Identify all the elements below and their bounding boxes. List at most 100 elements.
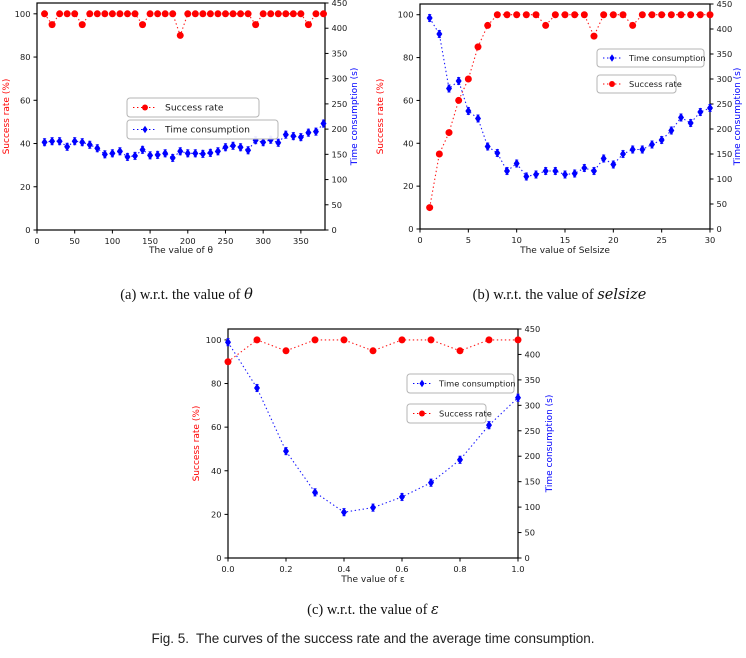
svg-text:40: 40 xyxy=(20,139,31,149)
svg-text:450: 450 xyxy=(525,324,541,334)
x-axis: 0 5 10 15 20 25 30 The value of Selsize xyxy=(417,229,715,256)
svg-text:200: 200 xyxy=(180,236,196,246)
svg-text:350: 350 xyxy=(332,48,348,58)
y-axis-left-label: Success rate (%) xyxy=(376,79,386,155)
svg-text:450: 450 xyxy=(717,0,733,9)
series-time xyxy=(41,119,327,163)
series-success xyxy=(41,10,327,39)
svg-text:100: 100 xyxy=(15,9,31,19)
x-axis: 0.0 0.2 0.4 0.6 0.8 1.0 The value of ε xyxy=(221,558,525,585)
svg-text:10: 10 xyxy=(511,235,522,245)
svg-text:250: 250 xyxy=(332,99,348,109)
svg-text:0.6: 0.6 xyxy=(395,564,408,574)
legend-label-time: Time consumption xyxy=(164,125,250,136)
y-axis-right-label: Time consumption (s) xyxy=(733,68,743,167)
svg-text:60: 60 xyxy=(211,422,222,432)
series-success xyxy=(224,336,522,366)
svg-text:50: 50 xyxy=(717,199,728,209)
x-axis-label: The value of θ xyxy=(148,246,214,256)
svg-text:60: 60 xyxy=(403,95,414,105)
svg-text:150: 150 xyxy=(717,149,733,159)
svg-text:250: 250 xyxy=(525,426,541,436)
svg-text:100: 100 xyxy=(525,502,541,512)
chart-canvas-c: 0.0 0.2 0.4 0.6 0.8 1.0 The value of ε 0 20 40 60 8… xyxy=(192,324,555,585)
y-axis-left: 0 20 40 60 80 100 Success rate (%) xyxy=(2,9,37,235)
legend-label-success: Success rate xyxy=(165,103,224,114)
svg-text:250: 250 xyxy=(218,236,234,246)
chart-theta: 0 50 100 150 200 250 300 350 The value of θ 0 20 40… xyxy=(0,0,373,265)
svg-text:0.8: 0.8 xyxy=(453,564,466,574)
caption-b-term: selsize xyxy=(597,287,647,303)
svg-text:100: 100 xyxy=(717,174,733,184)
legend-label-time: Time consumption xyxy=(628,53,706,63)
svg-text:400: 400 xyxy=(525,349,541,359)
series-success xyxy=(426,11,714,212)
svg-text:0: 0 xyxy=(408,224,413,234)
plot-frame xyxy=(227,328,519,559)
plot-frame xyxy=(419,3,711,230)
svg-text:50: 50 xyxy=(332,200,343,210)
svg-text:5: 5 xyxy=(466,235,471,245)
x-axis-label: The value of ε xyxy=(340,575,405,585)
chart-canvas-b: 0 5 10 15 20 25 30 The value of Selsize 0 20 40 60 8… xyxy=(376,0,743,256)
y-axis-right: 0 50 100 150 200 250 300 350 400 450 Time consumpt… xyxy=(710,0,743,234)
legend-box-time xyxy=(596,48,705,68)
chart-selsize: 0 5 10 15 20 25 30 The value of Selsize 0 20 40 60 8… xyxy=(373,0,746,265)
svg-text:100: 100 xyxy=(398,10,414,20)
svg-text:80: 80 xyxy=(20,52,31,62)
caption-a-text: (a) w.r.t. the value of xyxy=(120,287,245,303)
caption-a-term: θ xyxy=(244,287,253,303)
svg-text:0.4: 0.4 xyxy=(337,564,350,574)
x-axis: 0 50 100 150 200 250 300 350 The value of θ xyxy=(34,230,309,256)
caption-c: (c) w.r.t. the value of ε xyxy=(0,602,746,619)
svg-text:20: 20 xyxy=(403,181,414,191)
svg-text:0: 0 xyxy=(332,225,337,235)
svg-text:100: 100 xyxy=(104,236,120,246)
svg-text:0: 0 xyxy=(34,236,39,246)
svg-text:20: 20 xyxy=(20,182,31,192)
svg-text:400: 400 xyxy=(717,24,733,34)
svg-text:300: 300 xyxy=(717,74,733,84)
legend-box-time xyxy=(126,119,279,140)
figure-caption-text: The curves of the success rate and the a… xyxy=(196,631,595,646)
chart-epsilon: 0.0 0.2 0.4 0.6 0.8 1.0 The value of ε 0 20 40 60 8… xyxy=(180,310,570,590)
y-axis-left-label: Success rate (%) xyxy=(2,79,12,155)
legend: Time consumption Success rate xyxy=(406,373,516,424)
legend: Success rate Time consumption xyxy=(126,97,279,140)
svg-text:100: 100 xyxy=(332,175,348,185)
svg-text:300: 300 xyxy=(255,236,271,246)
caption-b: (b) w.r.t. the value of selsize xyxy=(373,287,746,304)
svg-text:0.0: 0.0 xyxy=(221,564,234,574)
svg-text:300: 300 xyxy=(525,400,541,410)
svg-text:0: 0 xyxy=(525,553,530,563)
svg-text:150: 150 xyxy=(525,477,541,487)
y-axis-right: 0 50 100 150 200 250 300 350 400 450 Time consumpt… xyxy=(325,0,360,235)
caption-b-text: (b) w.r.t. the value of xyxy=(472,287,598,303)
caption-c-text: (c) w.r.t. the value of xyxy=(307,602,432,618)
legend-box-time xyxy=(406,373,515,394)
figure-caption-label: Fig. 5. xyxy=(151,631,190,646)
legend-box-success xyxy=(126,97,260,118)
svg-text:150: 150 xyxy=(332,149,348,159)
svg-text:15: 15 xyxy=(560,235,571,245)
svg-text:25: 25 xyxy=(656,235,667,245)
svg-text:80: 80 xyxy=(211,379,222,389)
legend-label-success: Success rate xyxy=(629,79,682,89)
svg-text:0: 0 xyxy=(25,225,30,235)
x-axis-label: The value of Selsize xyxy=(519,246,610,256)
legend-box-success xyxy=(406,403,487,424)
svg-text:1.0: 1.0 xyxy=(511,564,524,574)
svg-text:200: 200 xyxy=(332,124,348,134)
svg-text:40: 40 xyxy=(211,466,222,476)
svg-text:0: 0 xyxy=(216,553,221,563)
chart-canvas-a: 0 50 100 150 200 250 300 350 The value of θ 0 20 40… xyxy=(2,0,360,256)
legend-box-success xyxy=(596,74,677,94)
svg-text:0: 0 xyxy=(417,235,422,245)
plot-frame xyxy=(36,2,326,231)
legend: Time consumption Success rate xyxy=(596,48,706,94)
series-time xyxy=(225,337,521,517)
svg-text:150: 150 xyxy=(142,236,158,246)
svg-text:20: 20 xyxy=(608,235,619,245)
legend-label-success: Success rate xyxy=(439,409,492,419)
